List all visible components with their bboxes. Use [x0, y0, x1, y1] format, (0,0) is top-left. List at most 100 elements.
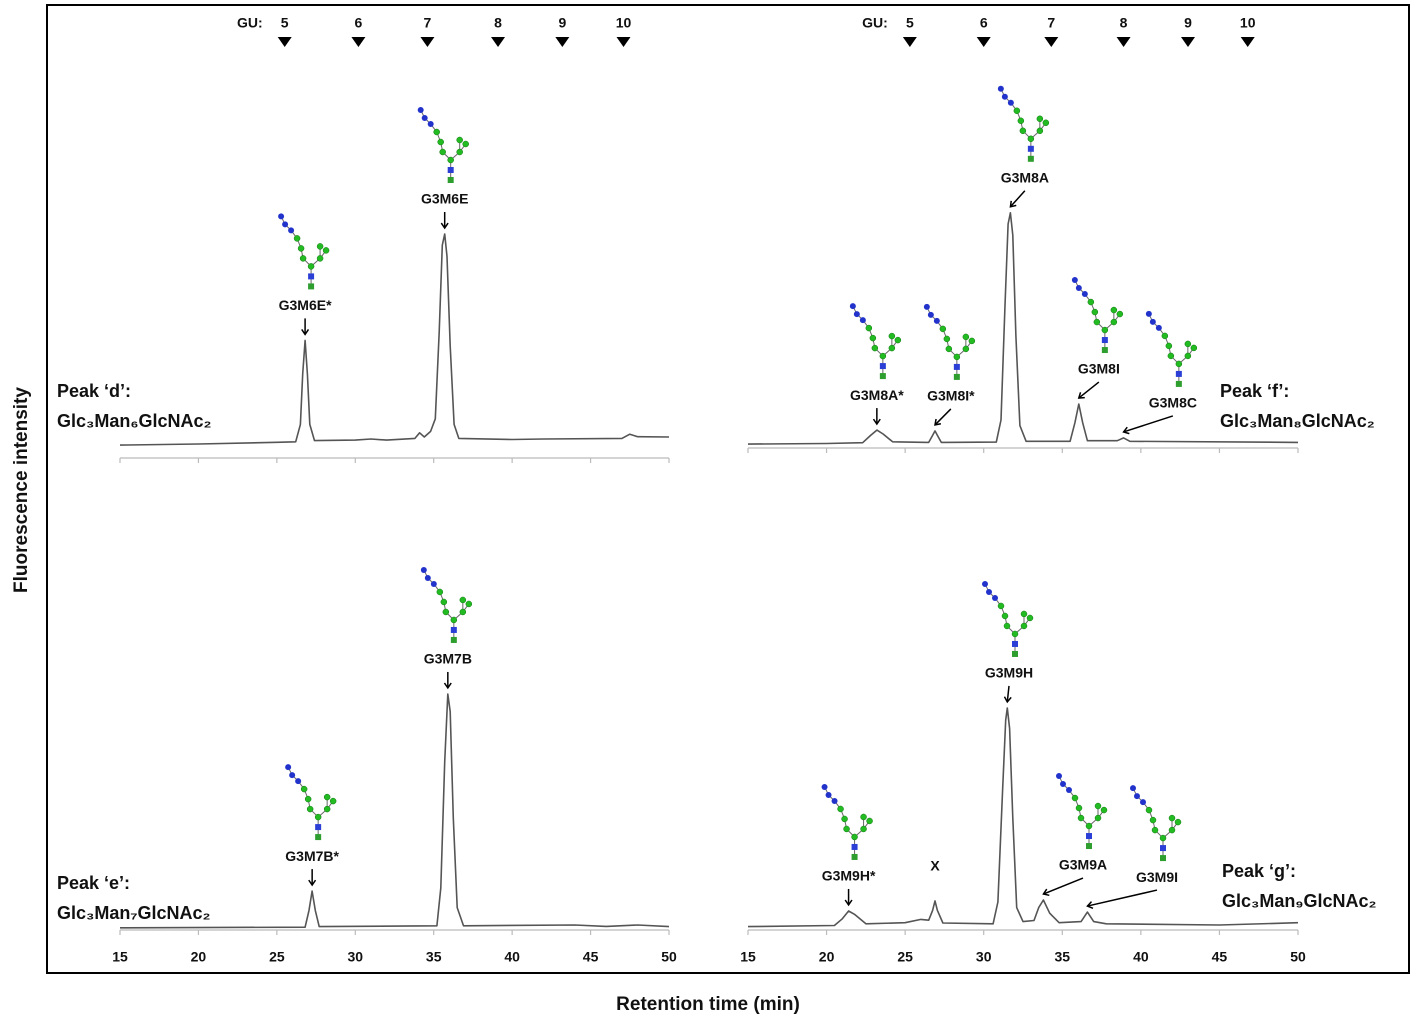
- glycan-icon: [285, 764, 337, 841]
- peak-label: G3M6E*: [279, 297, 332, 313]
- glycan-mannose: [1036, 127, 1044, 135]
- peak-arrowhead: [440, 222, 449, 230]
- glycan-glucose: [417, 107, 424, 113]
- glycan-mannose: [851, 833, 858, 841]
- glycan-glcnac: [450, 636, 457, 643]
- x-tick-label: 45: [1212, 949, 1228, 965]
- glycan-mannose: [1093, 318, 1101, 326]
- glycan-mannose: [1145, 806, 1153, 814]
- glycan-mannose: [323, 793, 331, 801]
- glycan-mannose: [860, 825, 867, 833]
- glycan-mannose: [1036, 115, 1044, 123]
- glycan-glucose: [288, 227, 295, 234]
- glycan-mannose: [462, 140, 469, 148]
- glycan-glcnac: [447, 177, 454, 183]
- glycan-mannose: [1019, 127, 1027, 135]
- panel-title: Peak ‘f’:: [1220, 381, 1289, 401]
- glycan-mannose: [440, 598, 448, 606]
- glycan-glucose: [421, 115, 428, 121]
- x-tick-label: 50: [1290, 949, 1306, 965]
- gu-title: GU:: [862, 15, 888, 31]
- peak-label: X: [930, 858, 940, 874]
- glycan-glucose: [825, 791, 832, 798]
- glycan-mannose: [997, 602, 1005, 610]
- peak-arrowhead: [872, 418, 881, 426]
- glycan-mannose: [1094, 814, 1102, 822]
- glycan-mannose: [1161, 332, 1169, 340]
- peak-arrowhead: [1009, 200, 1017, 208]
- gu-label: 5: [281, 15, 289, 31]
- glycan-glcnac: [315, 824, 322, 831]
- glycan-glucose: [992, 594, 998, 601]
- glycan-glcnac: [1012, 650, 1018, 657]
- glycan-mannose: [316, 243, 324, 250]
- glycan-mannose: [1091, 308, 1099, 316]
- glycan-icon: [420, 566, 473, 643]
- x-tick-label: 20: [819, 949, 835, 965]
- x-tick-label: 25: [897, 949, 913, 965]
- glycan-mannose: [459, 596, 467, 604]
- glycan-glucose: [1145, 310, 1152, 317]
- glycan-mannose: [1027, 135, 1035, 143]
- panel-title: Peak ‘g’:: [1222, 861, 1296, 881]
- glycan-mannose: [456, 136, 463, 144]
- gu-marker: [351, 37, 366, 47]
- glycan-mannose: [1168, 814, 1176, 822]
- gu-label: 8: [494, 15, 502, 31]
- panel-subtitle: Glc₃Man₇GlcNAc₂: [57, 903, 211, 923]
- peak-arrow: [1123, 415, 1174, 433]
- glycan-glucose: [997, 85, 1004, 92]
- glycan-mannose: [1085, 822, 1093, 830]
- glycan-glucose: [1140, 799, 1146, 806]
- glycan-icon: [1056, 773, 1108, 850]
- glycan-mannose: [860, 813, 867, 821]
- peak-label: G3M9A: [1059, 857, 1107, 873]
- glycan-mannose: [1101, 326, 1109, 334]
- peak-arrowhead: [1003, 696, 1012, 704]
- peak-arrowhead: [308, 879, 317, 887]
- gu-label: 9: [1184, 15, 1192, 31]
- x-tick-label: 30: [347, 949, 363, 965]
- glycan-mannose: [1174, 818, 1182, 826]
- glycan-mannose: [307, 263, 315, 270]
- glycan-mannose: [1184, 352, 1192, 360]
- glycan-mannose: [865, 324, 873, 332]
- gu-marker: [1044, 37, 1059, 47]
- glycan-mannose: [299, 255, 307, 262]
- glycan-mannose: [297, 245, 305, 252]
- glycan-glcnac: [450, 626, 457, 633]
- glycan-glcnac: [1175, 380, 1182, 387]
- glycan-glcnac: [1175, 370, 1182, 377]
- glycan-mannose: [866, 817, 873, 825]
- gu-label: 6: [980, 15, 988, 31]
- glycan-glcnac: [308, 273, 315, 280]
- glycan-glucose: [1075, 285, 1082, 292]
- gu-label: 7: [1047, 15, 1055, 31]
- glycan-mannose: [300, 785, 308, 793]
- trace: [119, 693, 670, 929]
- glycan-mannose: [1116, 310, 1124, 318]
- glycan-mannose: [1149, 816, 1157, 824]
- glycan-icon: [1071, 277, 1124, 354]
- y-axis-label: Fluorescence intensity: [11, 387, 32, 593]
- x-tick-label: 15: [740, 949, 756, 965]
- trace: [119, 233, 670, 446]
- peak-label: G3M6E: [421, 191, 468, 207]
- glycan-mannose: [304, 795, 312, 803]
- gu-marker: [555, 37, 570, 47]
- glycan-icon: [278, 213, 330, 290]
- peak-label: G3M8A*: [850, 387, 904, 403]
- glycan-glucose: [933, 317, 940, 324]
- peak-arrowhead: [1042, 888, 1050, 897]
- glycan-glucose: [1081, 291, 1088, 298]
- glycan-mannose: [442, 608, 450, 616]
- peak-label: G3M9I: [1136, 869, 1178, 885]
- peak-arrow: [1087, 889, 1158, 907]
- glycan-glcnac: [879, 363, 886, 370]
- peak-label: G3M8C: [1149, 395, 1197, 411]
- glycan-mannose: [459, 608, 467, 616]
- glycan-glucose: [927, 311, 934, 318]
- glycan-mannose: [1020, 610, 1028, 618]
- glycan-glcnac: [1012, 640, 1018, 647]
